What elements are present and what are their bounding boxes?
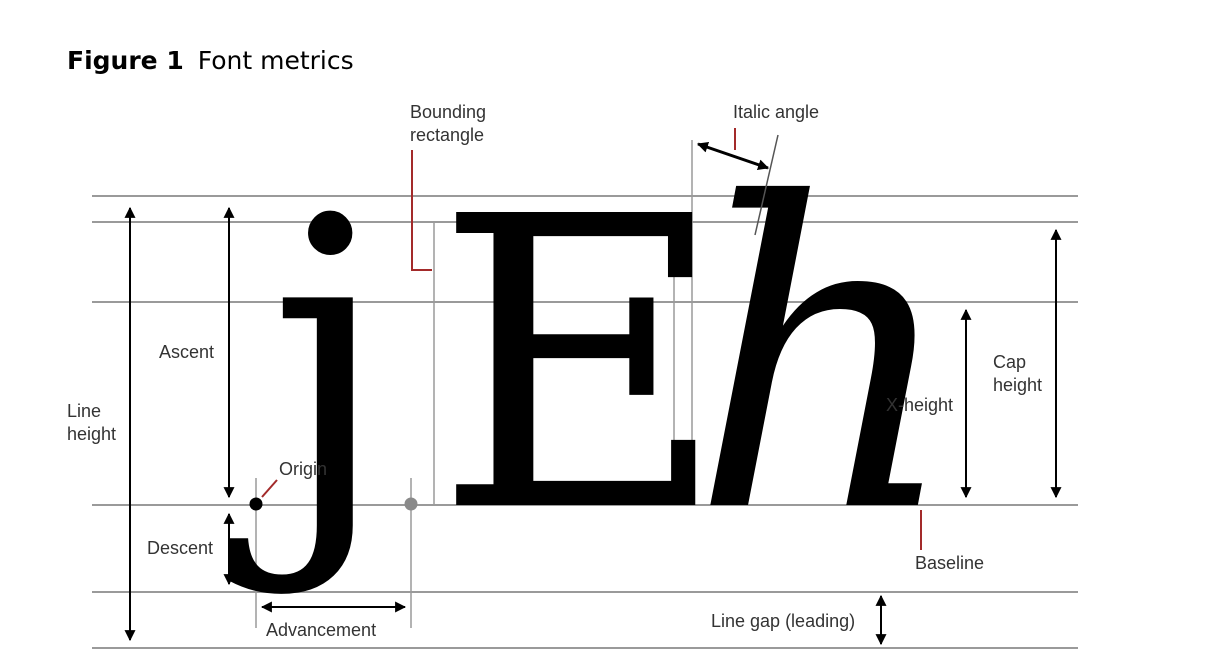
x-height-label: X-height bbox=[886, 395, 953, 415]
dimension-arrows bbox=[124, 206, 1062, 646]
italic-angle-line bbox=[754, 134, 779, 236]
italic-angle-arrow bbox=[696, 142, 770, 170]
bounding-rectangle bbox=[433, 221, 675, 506]
figure-number: Figure 1 bbox=[67, 46, 184, 75]
cap-height-label-1: Cap bbox=[993, 352, 1026, 372]
bounding-label-1: Bounding bbox=[410, 102, 486, 122]
line-height-label-1: Line bbox=[67, 401, 101, 421]
figure-caption: Figure 1 Font metrics bbox=[67, 46, 354, 75]
figure-title: Font metrics bbox=[197, 46, 354, 75]
ascent-label: Ascent bbox=[159, 342, 214, 362]
cap-height-label-2: height bbox=[993, 375, 1042, 395]
origin-point bbox=[249, 497, 263, 511]
origin-callout bbox=[261, 479, 278, 498]
bounding-callout bbox=[411, 150, 432, 271]
advancement-label: Advancement bbox=[266, 620, 376, 640]
advance-point bbox=[404, 497, 418, 511]
italic-angle-label: Italic angle bbox=[733, 102, 819, 122]
origin-label: Origin bbox=[279, 459, 327, 479]
baseline-label: Baseline bbox=[915, 553, 984, 573]
glyph-j: j bbox=[224, 135, 392, 600]
line-height-label-2: height bbox=[67, 424, 116, 444]
glyph-E: E bbox=[434, 132, 727, 600]
line-gap-label: Line gap (leading) bbox=[711, 611, 855, 631]
descent-label: Descent bbox=[147, 538, 213, 558]
glyph-h: h bbox=[690, 116, 961, 605]
callout-leaders bbox=[261, 128, 922, 550]
bounding-label-2: rectangle bbox=[410, 125, 484, 145]
